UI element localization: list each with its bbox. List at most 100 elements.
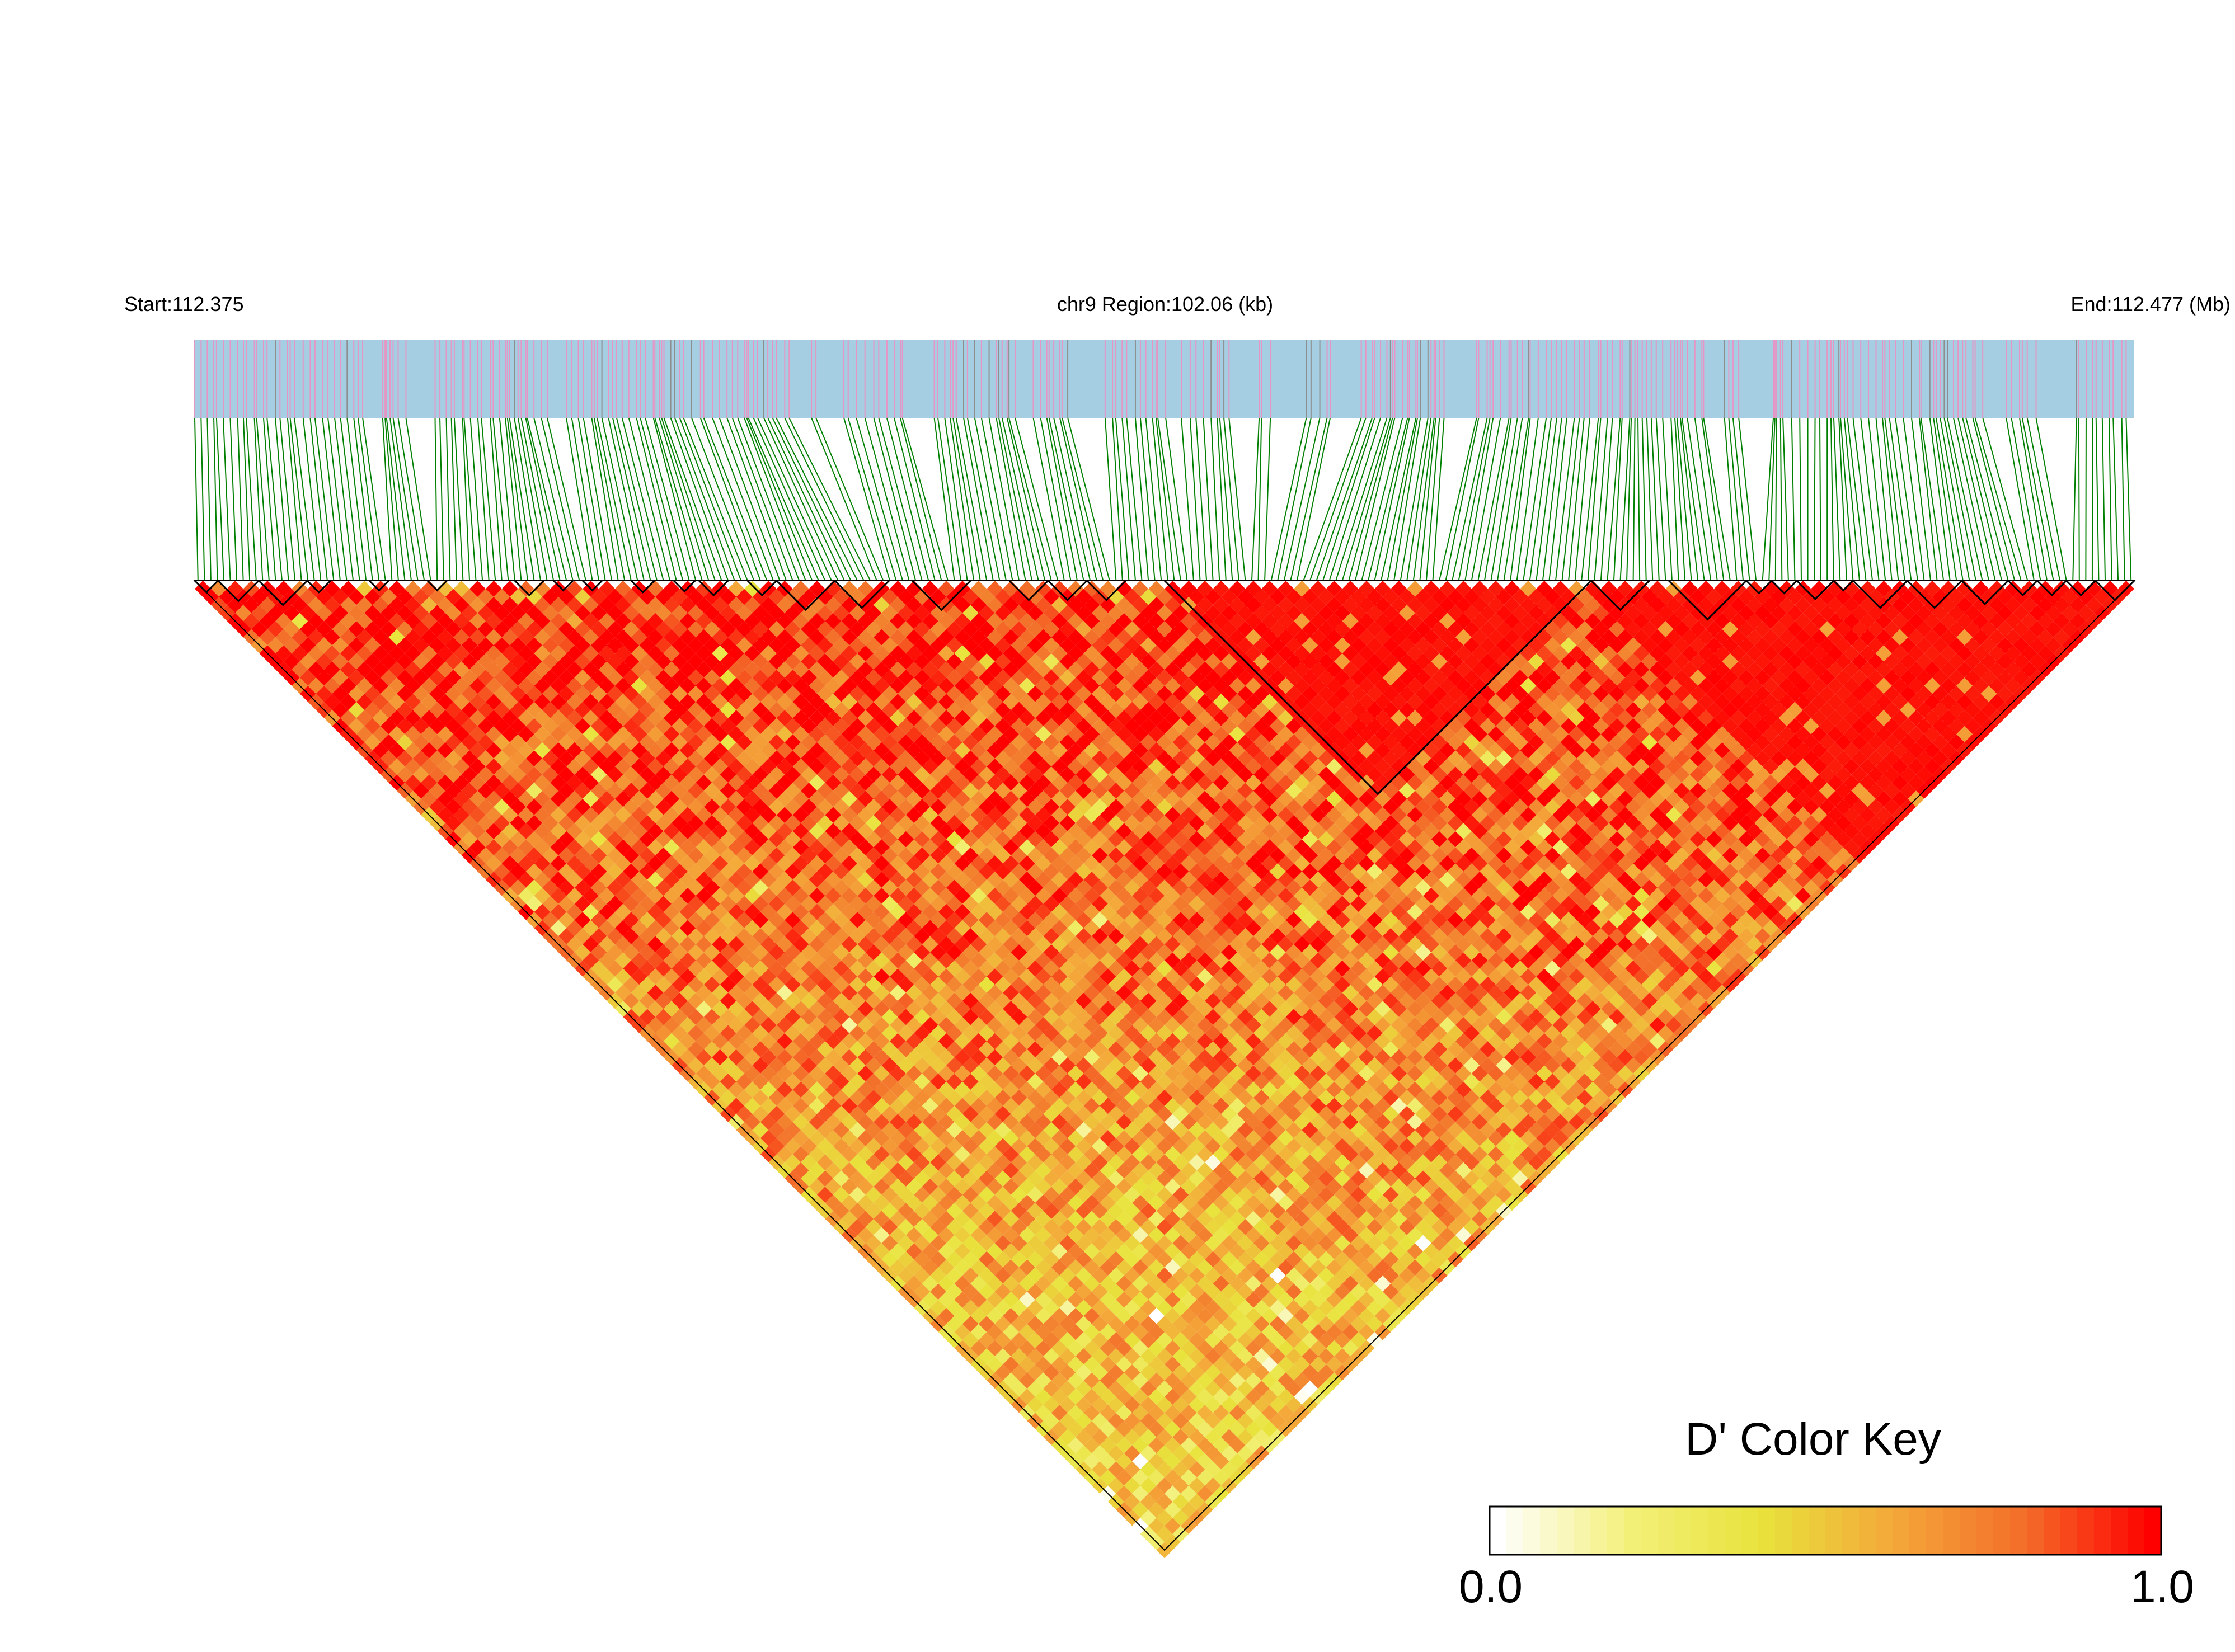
- ld-cell: [1205, 1332, 1222, 1348]
- snp-connector: [683, 417, 748, 581]
- ld-cell: [1213, 1453, 1229, 1470]
- ld-cell: [1067, 1162, 1084, 1179]
- ld-cell: [1132, 1372, 1149, 1389]
- ld-cell: [817, 976, 833, 993]
- snp-connector: [1157, 417, 1181, 581]
- ld-cell: [1059, 1041, 1076, 1058]
- snp-connector: [1701, 417, 1725, 581]
- ld-cell: [857, 1194, 874, 1211]
- ld-cell: [946, 1316, 962, 1333]
- ld-cell: [437, 807, 454, 823]
- ld-cell: [1285, 1396, 1302, 1413]
- ld-cell: [1051, 1324, 1068, 1340]
- ld-cell: [760, 985, 777, 1001]
- ld-cell: [696, 1033, 712, 1049]
- ld-cell: [1221, 1316, 1237, 1333]
- ld-cell: [1172, 1364, 1189, 1381]
- snp-connector: [1881, 417, 1899, 581]
- ld-cell: [348, 669, 365, 686]
- ld-cell: [994, 1154, 1011, 1171]
- ld-cell: [381, 702, 397, 718]
- ld-cell: [1051, 1405, 1068, 1421]
- snp-connector: [566, 417, 593, 581]
- snp-connector: [726, 417, 787, 581]
- ld-cell: [1107, 1154, 1124, 1171]
- ld-cell: [1116, 1259, 1133, 1276]
- ld-cell: [1083, 1162, 1100, 1179]
- region-label: chr9 Region:102.06 (kb): [1057, 293, 1273, 316]
- ld-cell: [881, 1154, 898, 1171]
- ld-cell: [316, 589, 332, 605]
- snp-connector: [1847, 417, 1867, 581]
- ld-cell: [1003, 1033, 1020, 1049]
- ld-cell: [696, 1065, 712, 1082]
- ld-cell: [760, 1049, 777, 1066]
- ld-cell: [1221, 1348, 1237, 1364]
- ld-cell: [1205, 1477, 1222, 1494]
- ld-cell: [1011, 1218, 1027, 1235]
- ld-cell: [825, 1146, 842, 1162]
- ld-cell: [1019, 1227, 1035, 1244]
- snp-connector: [346, 417, 367, 581]
- snp-connector: [1015, 417, 1059, 581]
- ld-cell: [1172, 1300, 1189, 1316]
- ld-cell: [1059, 1073, 1076, 1090]
- ld-cell: [1027, 1332, 1044, 1348]
- ld-cell: [841, 1146, 858, 1162]
- ld-cell: [381, 669, 397, 686]
- ld-cell: [849, 1203, 866, 1219]
- ld-cell: [881, 1251, 898, 1268]
- ld-cell: [760, 1016, 777, 1033]
- ld-cell: [574, 896, 591, 912]
- ld-cell: [1043, 1138, 1060, 1155]
- ld-cell: [1116, 1340, 1133, 1357]
- ld-cell: [1051, 1340, 1068, 1357]
- ld-cell: [1043, 1267, 1060, 1284]
- ld-cell: [1156, 1267, 1173, 1284]
- ld-cell: [881, 1025, 898, 1042]
- ld-cell: [1083, 1307, 1100, 1324]
- snp-connector: [1581, 417, 1599, 581]
- snp-connector: [506, 417, 528, 581]
- ld-cell: [1083, 1291, 1100, 1308]
- snp-connector: [237, 417, 244, 581]
- snp-connector: [847, 417, 897, 581]
- ld-cell: [1092, 1251, 1108, 1268]
- snp-connector: [864, 417, 910, 581]
- snp-connector: [691, 417, 755, 581]
- snp-connector: [2006, 417, 2035, 581]
- ld-cell: [574, 928, 591, 944]
- ld-cell: [1213, 1469, 1229, 1486]
- ld-cell: [874, 1227, 890, 1244]
- ld-cell: [914, 1203, 931, 1219]
- ld-cell: [1059, 1154, 1076, 1171]
- ld-cell: [501, 694, 518, 710]
- ld-cell: [1148, 1275, 1165, 1292]
- snp-connector: [988, 417, 1020, 581]
- ld-cell: [1003, 1000, 1020, 1017]
- ld-cell: [1132, 1502, 1149, 1518]
- ld-cell: [889, 1211, 906, 1227]
- snp-connector: [1728, 417, 1744, 581]
- ld-cell: [1165, 1324, 1181, 1340]
- ld-cell: [946, 1218, 962, 1235]
- ld-cell: [1124, 1380, 1140, 1397]
- ld-cell: [833, 1138, 849, 1155]
- ld-cell: [574, 847, 591, 864]
- ld-cell: [1059, 1380, 1076, 1397]
- snp-connector: [434, 417, 438, 581]
- ld-cell: [930, 1283, 947, 1300]
- ld-cell: [1083, 1340, 1100, 1357]
- ld-cell: [881, 896, 898, 912]
- ld-cell: [1124, 1445, 1140, 1462]
- ld-cell: [874, 1211, 890, 1227]
- ld-cell: [1011, 1332, 1027, 1348]
- ld-cell: [1189, 1348, 1205, 1364]
- ld-cell: [1035, 1324, 1051, 1340]
- ld-cell: [381, 653, 397, 670]
- ld-cell: [898, 1251, 914, 1268]
- snp-connector: [1316, 417, 1373, 581]
- snp-connector: [1641, 417, 1647, 581]
- ld-cell: [1051, 1389, 1068, 1405]
- ld-cell: [574, 766, 591, 783]
